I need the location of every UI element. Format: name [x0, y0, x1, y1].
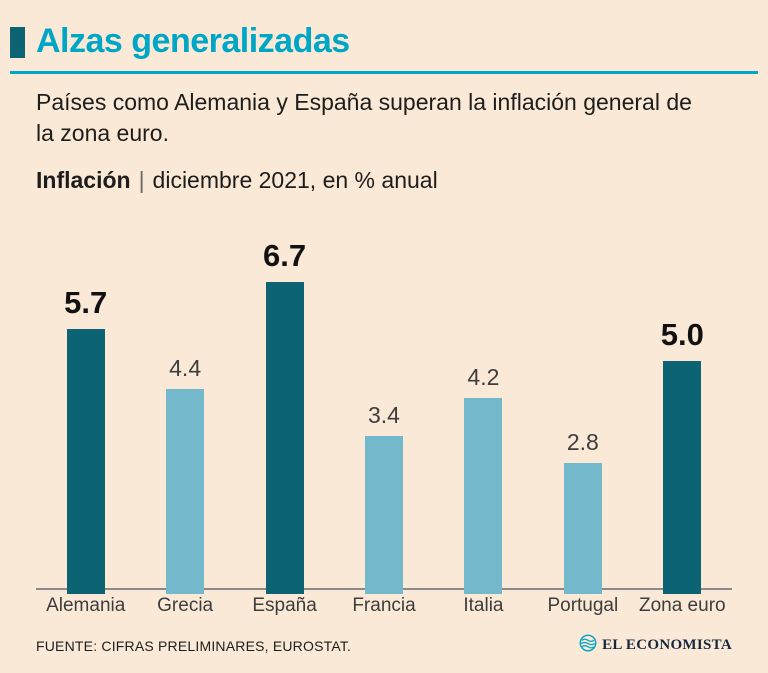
bar-value-label: 2.8 — [566, 429, 599, 456]
bar-column: 5.7 — [36, 287, 135, 594]
bar-value-label: 4.2 — [467, 364, 500, 391]
bar-column: 4.2 — [434, 364, 533, 594]
brand-name: EL ECONOMISTA — [602, 637, 732, 654]
subtitle: Países como Alemania y España superan la… — [36, 89, 692, 147]
bar — [364, 435, 403, 594]
chart-kicker-separator: | — [138, 167, 145, 194]
category-label: Zona euro — [638, 595, 726, 617]
bar-column: 2.8 — [533, 429, 632, 594]
bar — [663, 361, 702, 594]
brand: EL ECONOMISTA — [579, 634, 732, 657]
bar-value-label: 5.0 — [660, 317, 704, 353]
category-label: Grecia — [157, 595, 214, 617]
bar-column: 5.0 — [633, 319, 732, 594]
category-axis: Alemania Grecia España Francia Italia Portuga… — [36, 595, 732, 617]
bar-column: 6.7 — [235, 240, 334, 594]
bar-value-label: 3.4 — [368, 401, 400, 428]
chart-kicker-rest: diciembre 2021, en % anual — [152, 167, 438, 194]
source-note: FUENTE: CIFRAS PRELIMINARES, EUROSTAT. — [36, 637, 352, 654]
bar — [166, 389, 205, 594]
bar — [265, 282, 304, 594]
category-label: España — [252, 595, 317, 617]
bar-chart: 5.7 4.4 6.7 3.4 4.2 2.8 5.0 — [36, 240, 732, 594]
chart-kicker: Inflación | diciembre 2021, en % anual — [36, 167, 732, 194]
brand-logo-icon — [579, 634, 597, 657]
bar — [66, 328, 105, 594]
bar-value-label: 5.7 — [64, 284, 108, 320]
bar-column: 4.4 — [135, 357, 234, 594]
category-label: Alemania — [46, 595, 126, 617]
footer: FUENTE: CIFRAS PRELIMINARES, EUROSTAT. E… — [36, 634, 732, 657]
bar-value-label: 6.7 — [263, 238, 307, 274]
bar — [464, 398, 503, 594]
page-title: Alzas generalizadas — [36, 21, 350, 60]
chart-kicker-bold: Inflación — [36, 167, 131, 194]
bar-value-label: 4.4 — [169, 355, 202, 382]
bar — [563, 463, 602, 594]
title-marker — [10, 26, 25, 58]
category-label: Francia — [352, 595, 416, 617]
title-rule — [10, 71, 758, 74]
title-row: Alzas generalizadas — [10, 22, 732, 62]
category-label: Italia — [463, 595, 504, 617]
bar-column: 3.4 — [334, 401, 433, 594]
category-label: Portugal — [547, 595, 619, 617]
